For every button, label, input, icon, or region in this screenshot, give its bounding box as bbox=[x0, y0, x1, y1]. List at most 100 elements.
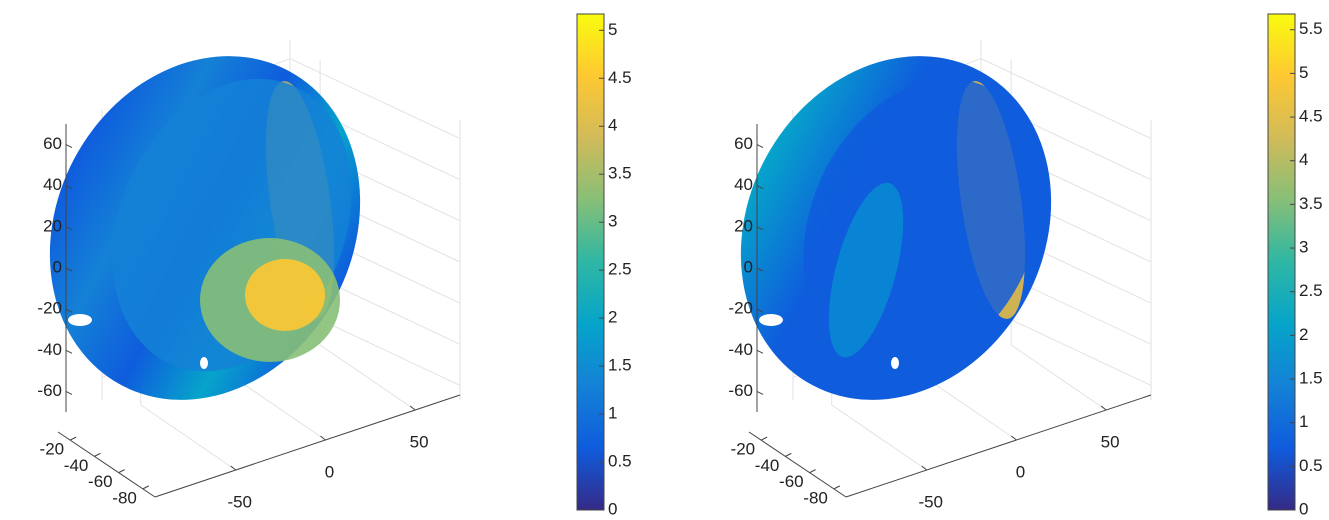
z-tick-label: 40 bbox=[734, 175, 753, 194]
hole bbox=[891, 357, 899, 369]
colorbar-tick-label: 4 bbox=[608, 116, 617, 135]
grid-line bbox=[921, 374, 1017, 441]
grid-line bbox=[980, 58, 1152, 140]
z-tick-label: 40 bbox=[43, 175, 62, 194]
colorbar-tick-label: 5 bbox=[1299, 63, 1308, 82]
colorbar-tick-label: 0 bbox=[1299, 499, 1308, 518]
y-tick bbox=[409, 405, 416, 411]
colorbar-tick-label: 3 bbox=[1299, 238, 1308, 257]
colorbar-tick-label: 2 bbox=[608, 308, 617, 327]
y-tick bbox=[1100, 405, 1107, 411]
y-tick-label: 0 bbox=[1016, 462, 1025, 481]
y-axis bbox=[845, 394, 1152, 498]
colorbar-tick-label: 1.5 bbox=[608, 356, 632, 375]
x-tick bbox=[809, 469, 816, 474]
z-tick-label: 0 bbox=[53, 257, 62, 276]
y-axis bbox=[154, 394, 461, 498]
z-tick-label: -40 bbox=[728, 340, 753, 359]
grid-line bbox=[831, 404, 928, 471]
grid-line bbox=[289, 58, 461, 140]
x-tick bbox=[94, 452, 101, 457]
y-tick-label: -50 bbox=[918, 492, 943, 511]
colorbar-tick-label: 5 bbox=[608, 20, 617, 39]
x-tick bbox=[118, 469, 125, 474]
band bbox=[828, 182, 904, 358]
z-tick bbox=[65, 267, 73, 272]
colorbar-tick-label: 3.5 bbox=[608, 164, 632, 183]
z-tick-label: -60 bbox=[37, 381, 62, 400]
y-tick-label: 50 bbox=[410, 432, 429, 451]
z-tick bbox=[756, 226, 764, 231]
z-tick bbox=[756, 308, 764, 313]
hole bbox=[200, 357, 208, 369]
colorbar-tick-label: 0.5 bbox=[1299, 456, 1323, 475]
hole bbox=[68, 314, 92, 326]
z-tick-label: 0 bbox=[744, 257, 753, 276]
x-tick-label: -60 bbox=[779, 472, 804, 491]
colorbar-tick-label: 4.5 bbox=[608, 68, 632, 87]
surface bbox=[49, 56, 361, 400]
x-tick-label: -40 bbox=[64, 456, 89, 475]
grid-line bbox=[1010, 344, 1107, 411]
colorbar-tick-label: 2.5 bbox=[1299, 281, 1323, 300]
z-tick bbox=[756, 349, 764, 354]
z-tick bbox=[756, 390, 764, 395]
x-tick-label: -40 bbox=[755, 456, 780, 475]
z-tick-label: 60 bbox=[43, 134, 62, 153]
x-tick-label: -20 bbox=[731, 440, 756, 459]
z-tick bbox=[65, 144, 73, 149]
x-tick bbox=[142, 485, 150, 490]
colorbar-tick-label: 2.5 bbox=[608, 260, 632, 279]
z-tick bbox=[65, 185, 73, 190]
x-tick bbox=[760, 436, 768, 441]
y-tick bbox=[320, 435, 326, 441]
z-tick-label: -20 bbox=[728, 299, 753, 318]
z-tick bbox=[65, 308, 73, 313]
x-axis bbox=[57, 431, 156, 498]
y-tick-label: 0 bbox=[325, 462, 334, 481]
y-tick-label: 50 bbox=[1101, 432, 1120, 451]
colorbar-tick-label: 4 bbox=[1299, 150, 1308, 169]
z-tick bbox=[65, 226, 73, 231]
x-tick-label: -80 bbox=[112, 488, 137, 507]
z-tick bbox=[756, 144, 764, 149]
colorbar-tick-label: 0.5 bbox=[608, 452, 632, 471]
colorbar-tick-label: 1 bbox=[1299, 412, 1308, 431]
z-tick-label: 20 bbox=[43, 216, 62, 235]
grid-line bbox=[230, 374, 326, 441]
grid-line bbox=[140, 404, 237, 471]
hot-spot bbox=[245, 259, 325, 331]
colorbar-tick-label: 5.5 bbox=[1299, 19, 1323, 38]
z-tick bbox=[756, 267, 764, 272]
y-tick-label: -50 bbox=[227, 492, 252, 511]
z-tick-label: 20 bbox=[734, 216, 753, 235]
colorbar-tick-label: 3 bbox=[608, 212, 617, 231]
z-tick bbox=[65, 390, 73, 395]
colorbar bbox=[1267, 13, 1296, 511]
z-tick-label: -20 bbox=[37, 299, 62, 318]
colorbar-tick-label: 2 bbox=[1299, 325, 1308, 344]
colorbar bbox=[576, 13, 605, 511]
y-tick bbox=[230, 465, 237, 471]
x-tick-label: -80 bbox=[803, 488, 828, 507]
z-tick-label: -40 bbox=[37, 340, 62, 359]
z-tick bbox=[756, 185, 764, 190]
z-tick-label: -60 bbox=[728, 381, 753, 400]
x-axis bbox=[748, 431, 847, 498]
x-tick bbox=[833, 485, 841, 490]
grid-line bbox=[319, 344, 416, 411]
colorbar-tick-label: 0 bbox=[608, 499, 617, 518]
y-tick bbox=[1011, 435, 1017, 441]
colorbar-tick-label: 1 bbox=[608, 404, 617, 423]
colorbar-tick-label: 4.5 bbox=[1299, 107, 1323, 126]
colorbar-tick-label: 1.5 bbox=[1299, 368, 1323, 387]
x-tick bbox=[785, 452, 792, 457]
x-tick bbox=[69, 436, 77, 441]
hole bbox=[759, 314, 783, 326]
x-tick-label: -60 bbox=[88, 472, 113, 491]
x-tick-label: -20 bbox=[40, 440, 65, 459]
surface bbox=[740, 56, 1052, 400]
z-tick bbox=[65, 349, 73, 354]
colorbar-tick-label: 3.5 bbox=[1299, 194, 1323, 213]
